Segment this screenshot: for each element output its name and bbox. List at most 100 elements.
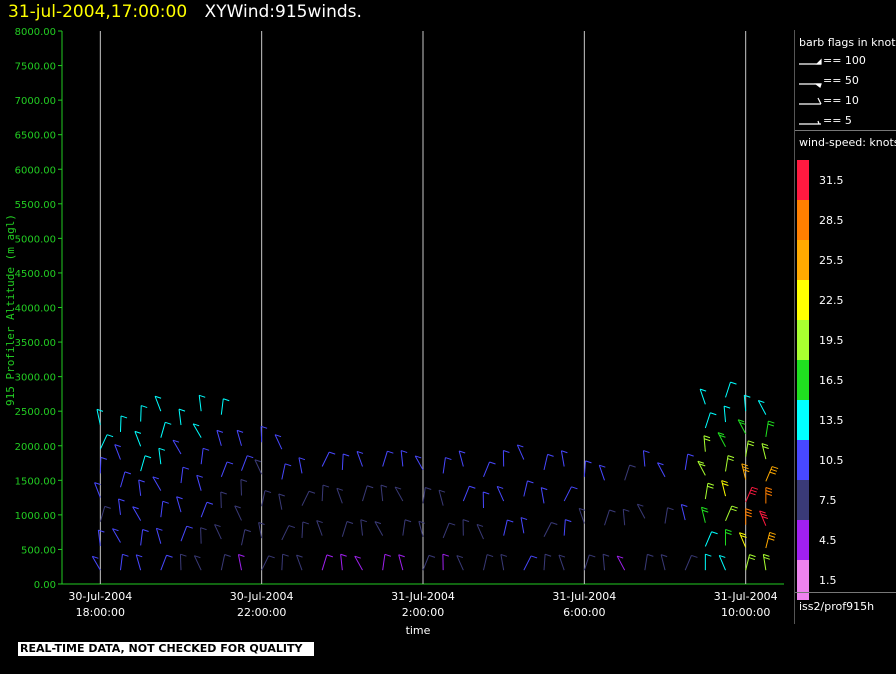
barb-flag — [360, 519, 367, 523]
wind-barb — [176, 496, 183, 513]
barb-staff — [382, 451, 388, 467]
barb-staff — [160, 501, 164, 518]
colorbar-label: 4.5 — [819, 534, 837, 547]
barb-staff — [438, 490, 444, 506]
wind-barb — [458, 450, 466, 467]
barb-legend-title: barb flags in knots — [799, 36, 896, 49]
barb-staff — [278, 493, 283, 510]
barb-staff — [91, 556, 101, 571]
wind-barb — [725, 505, 738, 521]
barb-staff — [636, 503, 646, 519]
barb-flag — [398, 554, 405, 558]
barb-staff — [745, 554, 751, 571]
barb-staff — [558, 554, 565, 571]
wind-barb — [737, 419, 747, 435]
barb-layer — [91, 381, 779, 571]
wind-barb — [483, 554, 494, 571]
barb-staff — [261, 555, 270, 571]
x-tick-label: 10:00:00 — [721, 606, 770, 619]
barb-staff — [154, 396, 162, 412]
y-tick-label: 3500.00 — [15, 338, 56, 349]
wind-barb — [422, 554, 436, 571]
barb-staff — [180, 526, 188, 542]
colorbar-swatch: 10.5 — [797, 440, 896, 480]
barb-flag — [749, 492, 756, 496]
barb-flag — [761, 443, 769, 447]
barb-staff — [745, 487, 753, 503]
wind-barb — [155, 527, 163, 544]
barb-flag — [687, 453, 694, 457]
wind-barb — [301, 490, 316, 506]
wind-barb-plot: 0.00 500.00 1000.00 1500.00 2000.00 2500.00 30… — [4, 27, 784, 637]
barb-staff — [483, 461, 490, 478]
barb-staff — [458, 450, 464, 467]
barb-staff — [274, 434, 283, 450]
wind-barb — [543, 453, 554, 471]
barb-flag — [326, 554, 333, 558]
barb-staff — [414, 455, 424, 471]
wind-barb — [543, 522, 558, 537]
wind-barb — [140, 405, 148, 422]
barb-flag — [739, 532, 746, 536]
wind-barb — [99, 434, 114, 450]
barb-flag — [442, 553, 450, 557]
barb-staff — [721, 480, 726, 497]
barb-flag — [329, 451, 336, 455]
barb-staff — [321, 451, 330, 467]
barb-staff — [301, 491, 310, 506]
wind-barb — [254, 459, 263, 475]
barb-flag — [483, 491, 490, 495]
barb-flag — [199, 394, 206, 398]
wind-barb — [664, 507, 674, 524]
barb-flag — [707, 485, 714, 489]
barb-flag — [152, 476, 159, 480]
colorbar-label: 31.5 — [819, 174, 844, 187]
barb-flag — [667, 507, 674, 511]
wind-barb — [718, 554, 726, 571]
barb-staff — [757, 400, 767, 415]
wind-barb — [200, 501, 214, 518]
colorbar-color — [797, 240, 809, 280]
wind-barb — [743, 394, 751, 412]
wind-barb — [316, 520, 323, 536]
barb-flag — [762, 445, 769, 449]
barb-flag — [589, 554, 596, 558]
barb-flag — [765, 487, 773, 490]
barb-flag — [96, 408, 104, 412]
wind-barb — [180, 525, 193, 542]
wind-barb — [765, 487, 773, 504]
wind-barb — [602, 553, 610, 571]
wind-barb — [214, 524, 222, 540]
barb-flag — [316, 520, 323, 524]
barb-flag — [296, 554, 303, 558]
barb-flag — [415, 455, 422, 459]
barb-flag — [394, 486, 402, 490]
barb-flag — [765, 493, 773, 496]
barb-flag — [725, 529, 732, 532]
barb-flag — [717, 432, 725, 436]
barb-flag — [759, 510, 766, 514]
barb-staff — [260, 426, 263, 443]
barb-flag — [132, 506, 139, 510]
y-tick-label: 1000.00 — [15, 511, 56, 522]
barb-flag — [356, 450, 364, 454]
wind-barb — [483, 461, 496, 478]
wind-barb — [741, 463, 750, 480]
barb-flag — [223, 398, 230, 402]
barb-staff — [112, 528, 121, 543]
legend-panel: barb flags in knots == 100 == 50 == 10 =… — [794, 30, 896, 624]
wind-barb — [362, 485, 374, 502]
wind-barb — [456, 555, 464, 571]
barb-staff — [135, 554, 142, 571]
barb-staff — [743, 395, 747, 412]
barb-flag — [527, 480, 534, 484]
barb-flag — [136, 554, 143, 558]
wind-barb — [657, 462, 666, 478]
barb-staff — [583, 554, 590, 571]
wind-barb — [354, 555, 363, 571]
colorbar-color — [797, 160, 809, 200]
barb-flag — [741, 463, 748, 467]
barb-flag — [192, 423, 200, 427]
wind-barb — [261, 555, 275, 571]
barb-staff — [616, 555, 626, 571]
